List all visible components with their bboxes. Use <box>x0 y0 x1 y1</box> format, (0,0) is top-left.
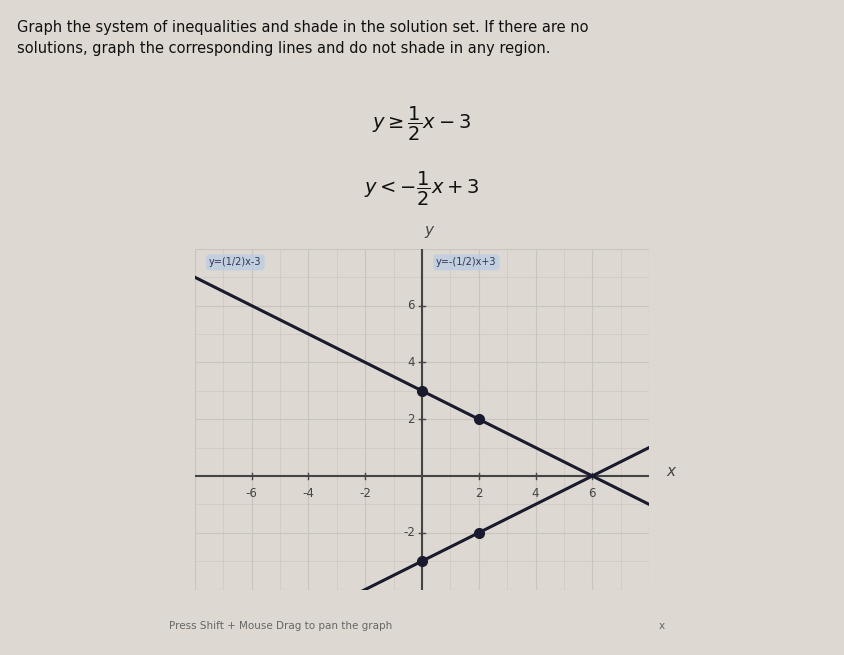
Text: 4: 4 <box>408 356 415 369</box>
Text: 2: 2 <box>475 487 483 500</box>
Text: x: x <box>666 464 675 479</box>
Text: Graph the system of inequalities and shade in the solution set. If there are no
: Graph the system of inequalities and sha… <box>17 20 588 56</box>
Text: -4: -4 <box>302 487 315 500</box>
Text: -2: -2 <box>360 487 371 500</box>
Text: 6: 6 <box>408 299 415 312</box>
Text: Press Shift + Mouse Drag to pan the graph: Press Shift + Mouse Drag to pan the grap… <box>169 621 392 631</box>
Text: 4: 4 <box>532 487 539 500</box>
Text: y=(1/2)x-3: y=(1/2)x-3 <box>209 257 262 267</box>
Text: 6: 6 <box>588 487 596 500</box>
Text: $y < -\dfrac{1}{2}x + 3$: $y < -\dfrac{1}{2}x + 3$ <box>365 170 479 208</box>
Text: -2: -2 <box>403 526 415 539</box>
Text: -6: -6 <box>246 487 257 500</box>
Text: y: y <box>425 223 434 238</box>
Text: 2: 2 <box>408 413 415 426</box>
Text: x: x <box>658 621 664 631</box>
Text: y=-(1/2)x+3: y=-(1/2)x+3 <box>436 257 496 267</box>
Text: $y \geq \dfrac{1}{2}x - 3$: $y \geq \dfrac{1}{2}x - 3$ <box>372 105 472 143</box>
